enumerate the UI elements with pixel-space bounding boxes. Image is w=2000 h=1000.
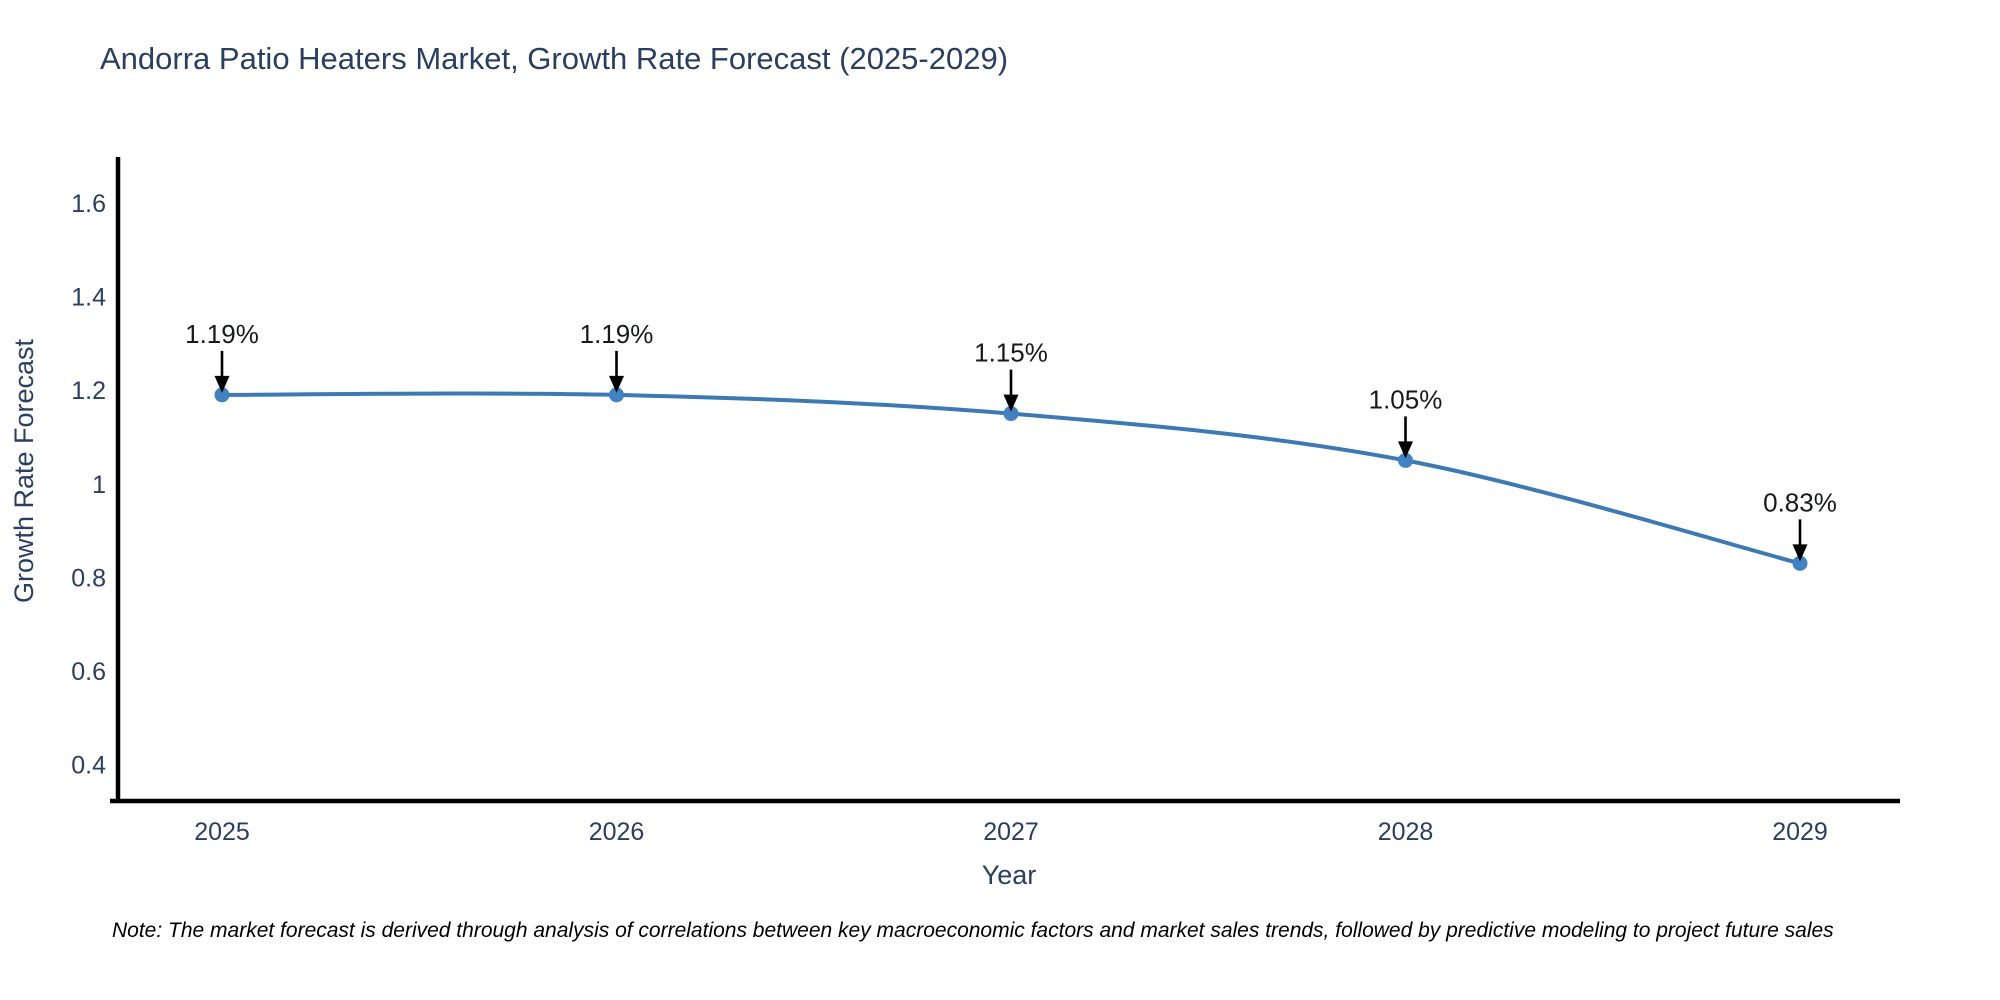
y-tick-label: 1.4 <box>71 284 106 312</box>
y-tick-label: 0.8 <box>71 564 106 592</box>
data-point-2029 <box>1792 555 1808 571</box>
data-point-2026 <box>609 387 624 403</box>
annotation-2028: 1.05% <box>1369 384 1443 459</box>
data-point-2028 <box>1398 452 1413 468</box>
x-tick-label: 2029 <box>1772 818 1828 846</box>
y-tick-label: 0.4 <box>71 752 106 780</box>
annotation-2027: 1.15% <box>974 338 1048 412</box>
annotation-2025: 1.19% <box>185 319 259 393</box>
annotation-arrowhead <box>609 375 624 393</box>
data-point-2027 <box>1003 406 1019 422</box>
x-tick-label: 2025 <box>194 818 250 846</box>
point-annotations: 1.19% 1.19% 1.15% 1.05% 0.83% <box>185 319 1837 562</box>
x-tick-label: 2027 <box>983 818 1039 846</box>
annotation-arrowhead <box>1398 441 1413 459</box>
y-tick-label: 1.6 <box>71 190 106 218</box>
annotation-label: 1.19% <box>580 319 654 349</box>
annotation-2029: 0.83% <box>1763 487 1837 562</box>
y-tick-label: 1 <box>92 471 106 499</box>
x-axis-tick-labels: 2025 2026 2027 2028 2029 <box>194 818 1828 846</box>
annotation-label: 1.19% <box>185 319 259 349</box>
x-tick-label: 2028 <box>1378 818 1434 846</box>
annotation-label: 1.15% <box>974 338 1048 368</box>
annotation-label: 0.83% <box>1763 487 1837 517</box>
annotation-label: 1.05% <box>1369 384 1443 414</box>
y-axis-tick-labels: 1.6 1.4 1.2 1 0.8 0.6 0.4 <box>71 190 106 780</box>
x-axis-title: Year <box>982 860 1037 890</box>
footnote: Note: The market forecast is derived thr… <box>112 919 1834 942</box>
y-axis-title: Growth Rate Forecast <box>9 338 39 603</box>
annotation-2026: 1.19% <box>580 319 654 393</box>
y-tick-label: 0.6 <box>71 658 106 686</box>
data-point-2025 <box>214 387 230 403</box>
y-tick-label: 1.2 <box>71 377 106 405</box>
annotation-arrowhead <box>1792 544 1808 562</box>
annotation-arrowhead <box>214 375 230 393</box>
data-point-markers <box>214 387 1808 571</box>
x-tick-label: 2026 <box>589 818 645 846</box>
annotation-arrowhead <box>1003 394 1019 412</box>
chart-title: Andorra Patio Heaters Market, Growth Rat… <box>100 41 1009 76</box>
